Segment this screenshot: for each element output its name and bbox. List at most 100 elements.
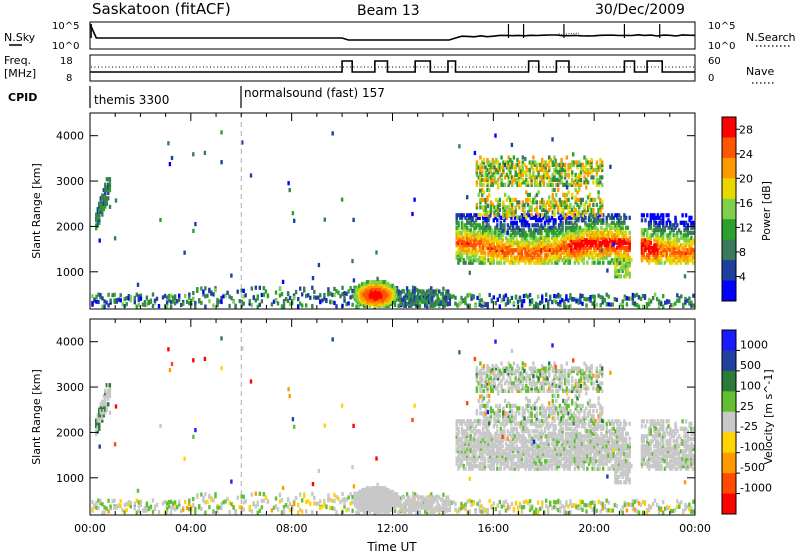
heatmap-cell (510, 501, 514, 506)
heatmap-cell (480, 509, 483, 514)
heatmap-cell (567, 172, 570, 177)
heatmap-cell (504, 508, 508, 513)
heatmap-cell (467, 449, 471, 454)
heatmap-cell (485, 218, 488, 223)
heatmap-cell (520, 258, 524, 263)
heatmap-cell (558, 177, 561, 182)
heatmap-cell (547, 228, 550, 233)
heatmap-cell (447, 495, 450, 500)
heatmap-cell (536, 510, 540, 515)
heatmap-cell (674, 215, 677, 220)
heatmap-cell (399, 290, 403, 295)
heatmap-cell (473, 461, 476, 466)
heatmap-cell (549, 258, 552, 263)
heatmap-cell (501, 233, 504, 238)
heatmap-cell (460, 426, 464, 431)
heatmap-cell (588, 162, 591, 167)
heatmap-cell (551, 160, 554, 165)
nsky-tick-top: 10^5 (52, 21, 79, 32)
heatmap-cell (690, 303, 693, 308)
heatmap-cell (353, 491, 356, 496)
heatmap-cell (286, 498, 290, 503)
heatmap-cell (303, 492, 306, 497)
heatmap-cell (523, 202, 526, 207)
heatmap-cell (599, 162, 602, 167)
heatmap-cell (521, 200, 524, 205)
heatmap-cell (660, 302, 663, 307)
heatmap-cell (670, 223, 674, 228)
heatmap-cell (683, 243, 686, 248)
heatmap-cell (594, 245, 598, 250)
heatmap-cell (676, 233, 679, 238)
heatmap-cell (684, 258, 688, 263)
heatmap-cell (417, 495, 420, 500)
heatmap-cell (674, 219, 678, 224)
heatmap-cell (489, 210, 493, 215)
heatmap-cell (574, 200, 577, 205)
heatmap-cell (670, 253, 674, 258)
heatmap-cell (567, 190, 570, 195)
heatmap-cell (536, 243, 540, 248)
heatmap-cell (510, 228, 513, 233)
heatmap-cell (473, 245, 476, 250)
heatmap-cell (625, 296, 629, 301)
heatmap-cell (540, 258, 543, 263)
heatmap-cell (486, 162, 489, 167)
heatmap-cell (647, 503, 651, 508)
heatmap-cell (614, 257, 617, 263)
heatmap-cell (467, 434, 471, 439)
heatmap-cell (670, 509, 673, 514)
heatmap-cell (502, 200, 505, 205)
heatmap-cell (274, 298, 278, 303)
heatmap-cell (390, 291, 393, 296)
heatmap-cell (473, 451, 476, 456)
heatmap-cell (495, 197, 498, 202)
heatmap-cell (507, 210, 510, 215)
heatmap-cell (228, 500, 231, 505)
heatmap-cell (574, 197, 577, 202)
heatmap-cell (458, 144, 461, 149)
heatmap-cell (646, 233, 649, 238)
heatmap-cell (479, 197, 482, 202)
heatmap-cell (506, 255, 510, 260)
heatmap-cell (218, 505, 221, 510)
heatmap-cell (482, 255, 485, 260)
heatmap-cell (258, 508, 261, 513)
heatmap-cell (571, 172, 574, 177)
heatmap-cell (459, 255, 462, 260)
heatmap-cell (533, 207, 537, 212)
heatmap-cell (482, 426, 485, 431)
heatmap-cell (579, 293, 582, 298)
heatmap-cell (610, 248, 614, 253)
heatmap-cell (462, 434, 465, 439)
heatmap-cell (556, 233, 559, 238)
heatmap-cell (621, 260, 624, 265)
heatmap-cell (582, 258, 585, 263)
heatmap-cell (481, 172, 484, 177)
heatmap-cell (586, 167, 590, 172)
heatmap-cell (505, 162, 509, 167)
heatmap-cell (473, 243, 476, 248)
heatmap-cell (345, 508, 348, 513)
heatmap-cell (669, 238, 672, 243)
heatmap-cell (515, 238, 518, 243)
heatmap-cell (361, 491, 364, 496)
heatmap-cell (624, 260, 628, 265)
heatmap-cell (487, 240, 490, 245)
heatmap-cell (573, 220, 577, 225)
heatmap-cell (311, 491, 314, 496)
heatmap-cell (521, 170, 524, 175)
heatmap-cell (385, 504, 388, 509)
heatmap-cell (609, 164, 612, 169)
heatmap-cell (460, 295, 463, 300)
heatmap-cell (678, 502, 681, 507)
heatmap-cell (584, 245, 587, 250)
heatmap-cell (368, 506, 372, 511)
heatmap-cell (514, 205, 517, 210)
heatmap-cell (107, 188, 110, 193)
heatmap-cell (307, 293, 310, 298)
heatmap-cell (644, 245, 647, 250)
heatmap-cell (343, 504, 346, 509)
heatmap-cell (548, 165, 551, 170)
heatmap-cell (455, 439, 458, 444)
